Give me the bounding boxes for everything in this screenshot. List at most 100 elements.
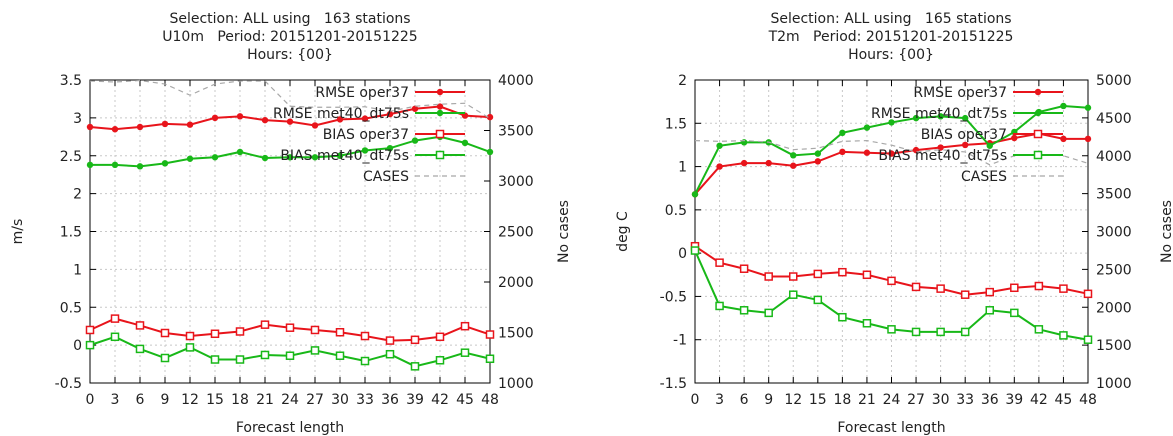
data-point [1059, 284, 1068, 293]
x-tick-label: 18 [833, 392, 851, 408]
data-point [411, 105, 419, 112]
data-point [838, 312, 847, 322]
data-point [460, 348, 470, 357]
data-point [85, 325, 95, 335]
y-tick-label: 2 [678, 73, 687, 89]
y-tick-label: 1 [678, 160, 687, 176]
data-point [1034, 281, 1044, 291]
y-tick-label: 0 [73, 338, 82, 354]
data-point [690, 246, 700, 255]
x-tick-label: 48 [481, 392, 499, 408]
series-line [89, 79, 491, 119]
data-point [185, 343, 195, 352]
data-point [691, 191, 699, 198]
y2-tick-label: 2500 [498, 225, 534, 241]
y-tick-label: 0 [678, 246, 687, 262]
data-point [764, 308, 773, 318]
data-point [336, 116, 344, 123]
data-point [310, 325, 320, 335]
data-point [485, 330, 495, 339]
data-point [211, 114, 219, 122]
data-point [961, 114, 969, 122]
y2-tick-label: 4000 [1096, 149, 1132, 165]
data-point [236, 113, 244, 120]
data-point [862, 270, 872, 280]
data-point [360, 356, 370, 366]
data-point [813, 295, 823, 305]
y-tick-label: 1.5 [60, 225, 82, 241]
x-axis-label: Forecast length [837, 420, 945, 436]
legend: RMSE oper37 RMSE met40_dt75s BIAS oper37 BI… [871, 85, 1063, 185]
legend-marker [436, 109, 444, 117]
x-tick-label: 48 [1079, 392, 1097, 408]
data-point [386, 144, 394, 152]
data-point [1083, 289, 1093, 299]
y2-tick-label: 3000 [498, 174, 534, 190]
data-point [160, 328, 170, 338]
data-point [111, 161, 119, 169]
data-point [285, 351, 295, 360]
y-tick-label: 0.5 [665, 203, 687, 219]
data-point [361, 115, 369, 122]
data-point [789, 290, 798, 299]
legend-label: BIAS oper37 [921, 127, 1007, 143]
y2-axis-label: No cases [1159, 200, 1173, 263]
data-point [1084, 135, 1092, 143]
x-tick-label: 33 [356, 392, 374, 408]
data-point [486, 113, 494, 121]
y2-tick-label: 1000 [1096, 376, 1132, 392]
data-point [86, 161, 94, 169]
data-point [1010, 283, 1019, 293]
data-point [986, 142, 993, 149]
y-tick-label: 3.5 [60, 73, 82, 89]
data-point [136, 163, 144, 170]
y2-axis-label: No cases [556, 200, 572, 263]
data-point [985, 306, 994, 315]
x-tick-label: 42 [1030, 392, 1048, 408]
y-tick-label: -0.5 [55, 376, 82, 392]
data-point [936, 327, 945, 337]
legend-label: RMSE oper37 [913, 85, 1007, 101]
y-tick-label: 3 [73, 111, 82, 127]
data-point [260, 350, 270, 360]
x-tick-label: 42 [431, 392, 449, 408]
series-bias-met40-dt75s [690, 246, 1093, 344]
data-point [210, 329, 220, 339]
data-point [485, 354, 495, 364]
x-tick-label: 24 [281, 392, 299, 408]
data-point [410, 362, 420, 371]
data-point [715, 301, 724, 311]
x-tick-label: 27 [306, 392, 324, 408]
y2-tick-label: 1000 [498, 376, 534, 392]
x-tick-label: 45 [1055, 392, 1073, 408]
data-point [161, 160, 169, 167]
data-point [739, 264, 749, 273]
data-point [186, 155, 194, 162]
data-point [311, 154, 319, 161]
data-point [435, 356, 445, 365]
y2-tick-label: 1500 [498, 326, 534, 342]
data-point [716, 142, 723, 149]
y2-tick-label: 3500 [498, 124, 534, 140]
x-tick-label: 30 [932, 392, 950, 408]
data-point [261, 116, 269, 124]
data-point [888, 150, 895, 157]
legend-marker [1034, 109, 1042, 117]
legend-label: BIAS oper37 [323, 127, 409, 143]
y-axis-label: m/s [10, 219, 26, 245]
data-point [715, 258, 724, 267]
data-point [863, 149, 871, 156]
y2-tick-label: 2000 [1096, 300, 1132, 316]
data-point [335, 327, 345, 337]
legend-label: RMSE met40_dt75s [871, 106, 1007, 122]
y2-tick-label: 3000 [1096, 225, 1132, 241]
series-rmse-oper37 [86, 103, 494, 133]
x-tick-label: 21 [858, 392, 876, 408]
data-point [887, 325, 896, 334]
data-point [1083, 335, 1093, 344]
data-point [814, 150, 822, 157]
data-point [461, 139, 469, 147]
x-tick-label: 12 [784, 392, 802, 408]
x-tick-label: 36 [981, 392, 999, 408]
data-point [790, 152, 797, 159]
